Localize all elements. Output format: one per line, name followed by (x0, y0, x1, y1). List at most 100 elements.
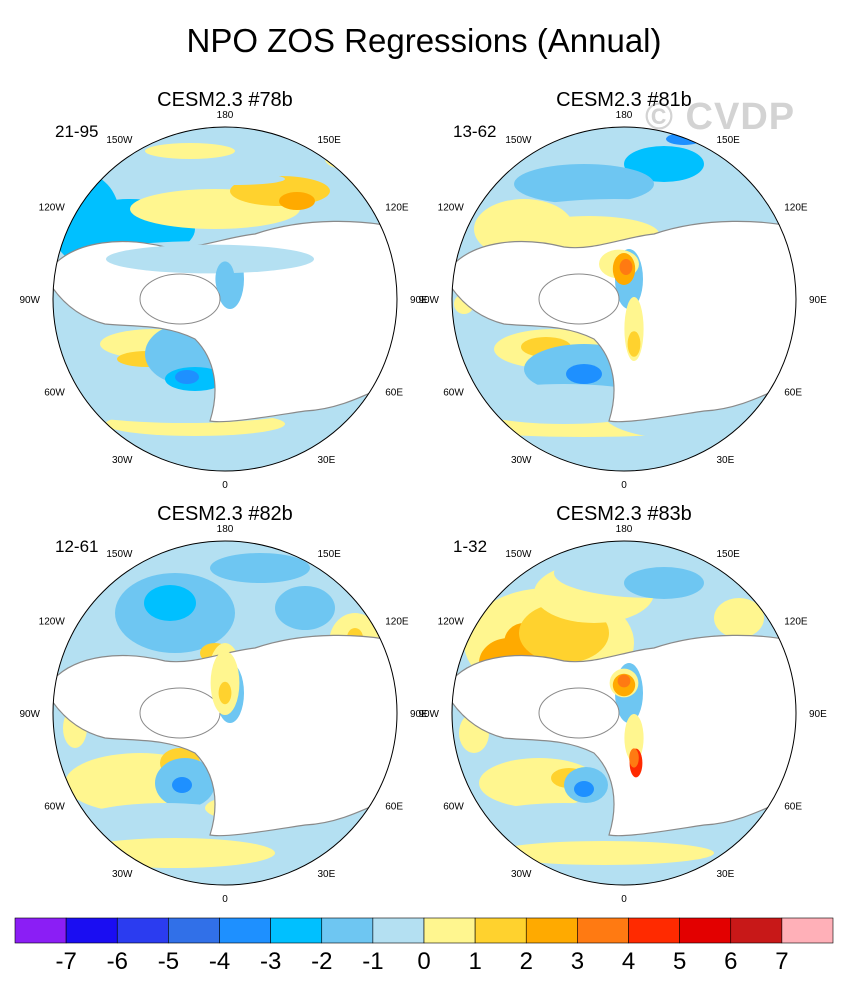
longitude-label: 120E (784, 203, 808, 214)
longitude-label: 120W (438, 203, 465, 214)
longitude-label: 150E (717, 135, 741, 146)
colorbar-swatch (474, 917, 527, 944)
longitude-label: 180 (217, 110, 234, 121)
greenland (538, 687, 620, 739)
colorbar-swatch (321, 917, 374, 944)
longitude-label: 120W (39, 617, 66, 628)
longitude-label: 150W (106, 549, 133, 560)
longitude-label: 0 (621, 480, 627, 491)
arctic-anomaly (619, 259, 633, 275)
longitude-label: 60W (443, 388, 464, 399)
arctic-anomaly (218, 681, 232, 705)
watermark: © CVDP (645, 96, 796, 138)
longitude-label: 120W (39, 203, 66, 214)
arctic-anomaly (629, 748, 639, 768)
colorbar-tick-label: 4 (622, 948, 635, 975)
arctic-anomaly (106, 244, 314, 274)
map-border (52, 126, 398, 472)
anomaly-region (145, 143, 235, 159)
main-title: NPO ZOS Regressions (Annual) (186, 22, 662, 59)
colorbar-swatch (65, 917, 118, 944)
anomaly-region (210, 553, 310, 583)
longitude-label: 150W (505, 549, 532, 560)
greenland (139, 687, 221, 739)
colorbar-tick-label: 5 (673, 948, 686, 975)
colorbar-tick-label: -1 (362, 948, 383, 975)
colorbar-swatch (14, 917, 67, 944)
longitude-label: 60E (784, 802, 802, 813)
colorbar-swatch (730, 917, 783, 944)
colorbar-swatch (781, 917, 834, 944)
map-border (451, 540, 797, 886)
colorbar: -7 -6 -5 -4 -3 -2 -1 0 1 2 3 4 5 6 7 (14, 917, 834, 975)
colorbar-tick-label: 0 (417, 948, 430, 975)
map-panel-1: 180 150E 120E 90E 60E 30E 0 30W 60W 90W 120W 150W (19, 110, 428, 491)
longitude-label: 150E (318, 549, 342, 560)
longitude-label: 60W (44, 388, 65, 399)
longitude-label: 30W (511, 869, 532, 880)
colorbar-tick-label: -5 (158, 948, 179, 975)
anomaly-region (75, 838, 275, 868)
anomaly-region (624, 146, 704, 182)
longitude-label: 60E (385, 802, 403, 813)
map-border (451, 126, 797, 472)
anomaly-region (574, 781, 594, 797)
anomaly-region (172, 777, 192, 793)
greenland (538, 273, 620, 325)
longitude-label: 150W (505, 135, 532, 146)
colorbar-tick-label: -3 (260, 948, 281, 975)
colorbar-tick-label: 1 (468, 948, 481, 975)
longitude-label: 120E (784, 617, 808, 628)
map-panel-2: 180 150E 120E 90E 60E 30E 0 30W 60W 90W 120W 150W (418, 110, 827, 491)
panel-4-period: 1-32 (453, 537, 488, 556)
longitude-label: 60E (385, 388, 403, 399)
panel-2-title: CESM2.3 #81b (556, 89, 692, 111)
anomaly-region (714, 598, 764, 638)
panel-1-title: CESM2.3 #78b (157, 89, 293, 111)
anomaly-region (624, 567, 704, 599)
colorbar-tick-label: -7 (55, 948, 76, 975)
longitude-label: 0 (222, 480, 228, 491)
colorbar-tick-label: -2 (311, 948, 332, 975)
arctic-anomaly (624, 714, 644, 762)
panel-3-period: 12-61 (55, 537, 99, 556)
arctic-anomaly (215, 261, 235, 297)
longitude-label: 120E (385, 617, 409, 628)
longitude-label: 30W (112, 869, 133, 880)
longitude-label: 180 (217, 524, 234, 535)
colorbar-swatch (219, 917, 271, 944)
colorbar-tick-label: 7 (775, 948, 788, 975)
longitude-label: 60W (443, 802, 464, 813)
panel-2-period: 13-62 (453, 122, 497, 141)
longitude-label: 90W (19, 295, 40, 306)
colorbar-tick-label: -6 (107, 948, 128, 975)
longitude-label: 30W (511, 455, 532, 466)
colorbar-swatch (168, 917, 220, 944)
colorbar-tick-label: 6 (724, 948, 737, 975)
longitude-label: 30E (717, 455, 735, 466)
colorbar-tick-label: 3 (571, 948, 584, 975)
longitude-label: 60E (784, 388, 802, 399)
longitude-label: 150W (106, 135, 133, 146)
colorbar-swatch (372, 917, 425, 944)
map-border (52, 540, 398, 886)
land-mass (53, 634, 397, 837)
arctic-anomaly (617, 674, 631, 688)
longitude-label: 30E (717, 869, 735, 880)
panel-4-title: CESM2.3 #83b (556, 503, 692, 525)
colorbar-swatch (628, 917, 680, 944)
anomaly-region (275, 586, 335, 630)
longitude-label: 90W (418, 295, 439, 306)
arctic-anomaly (627, 331, 641, 357)
longitude-label: 90E (410, 295, 428, 306)
longitude-label: 0 (222, 894, 228, 905)
colorbar-swatch (577, 917, 629, 944)
longitude-label: 180 (616, 110, 633, 121)
anomaly-region (185, 173, 285, 185)
anomaly-region (514, 164, 654, 204)
panel-1-period: 21-95 (55, 122, 99, 141)
colorbar-tick-label: 2 (520, 948, 533, 975)
anomaly-region (144, 585, 196, 621)
map-panel-4: 180 150E 120E 90E 60E 30E 0 30W 60W 90W 120W 150W (418, 524, 827, 905)
